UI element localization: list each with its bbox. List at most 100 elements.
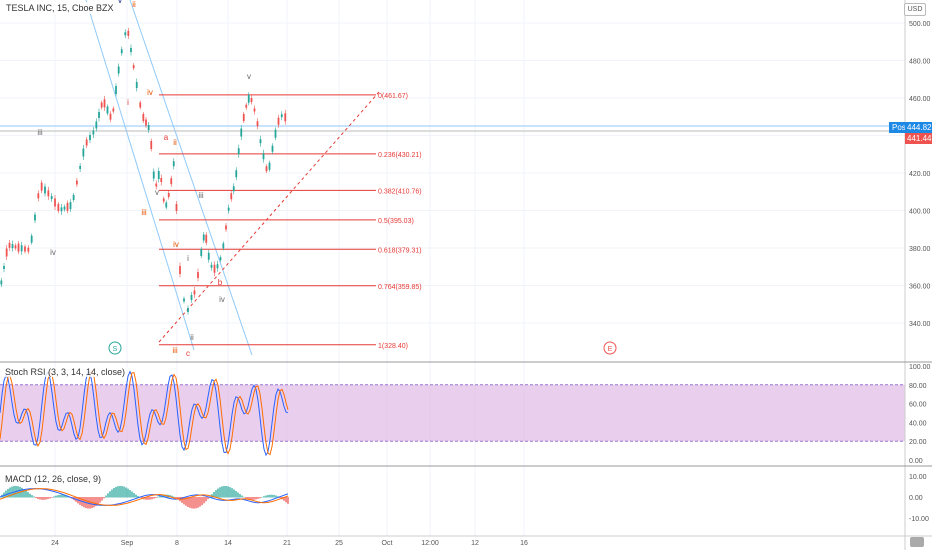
price-candle	[130, 48, 132, 52]
macd-histogram-bar	[113, 488, 115, 498]
price-candle	[152, 171, 155, 179]
macd-histogram-bar	[217, 488, 219, 498]
macd-histogram-bar	[223, 485, 225, 498]
macd-histogram-bar	[25, 490, 27, 498]
price-candle	[24, 246, 26, 252]
macd-histogram-bar	[255, 497, 257, 500]
price-axis-label: 400.00	[909, 209, 931, 216]
macd-histogram-bar	[269, 494, 271, 498]
macd-histogram-bar	[283, 497, 285, 501]
macd-histogram-bar	[65, 495, 67, 498]
price-candle	[162, 198, 165, 202]
macd-histogram-bar	[105, 495, 107, 498]
price-candle	[190, 295, 193, 300]
macd-histogram-bar	[47, 497, 49, 500]
stoch-axis-label: 80.00	[909, 383, 927, 390]
symbol-title[interactable]: TESLA INC, 15, Cboe BZX	[3, 2, 117, 14]
macd-histogram-bar	[197, 497, 199, 508]
wave-label: b	[218, 278, 223, 287]
wave-label: v	[247, 72, 251, 81]
macd-histogram-bar	[159, 495, 161, 498]
price-candle	[284, 113, 287, 122]
wave-label: iii	[37, 128, 43, 137]
wave-label: ii	[190, 333, 194, 342]
price-candle	[75, 180, 78, 185]
price-candle	[205, 234, 208, 243]
price-axis-label: 480.00	[909, 59, 931, 66]
range-marker-label: S	[113, 346, 118, 353]
stoch-axis-label: 0.00	[909, 458, 923, 465]
stoch-axis-label: 20.00	[909, 439, 927, 446]
wave-label: ii	[132, 0, 136, 9]
macd-signal-line	[0, 488, 289, 506]
macd-histogram-bar	[225, 485, 227, 498]
fib-level-label: 0.5(395.03)	[378, 218, 414, 225]
fib-level-label: 1(328.40)	[378, 343, 408, 350]
fib-level-label: 0(461.67)	[378, 93, 408, 100]
macd-histogram-bar	[265, 495, 267, 498]
price-candle	[82, 148, 85, 157]
macd-histogram-bar	[183, 497, 185, 505]
price-candle	[175, 204, 178, 211]
price-candle	[117, 66, 120, 74]
price-axis-label: 380.00	[909, 246, 931, 253]
macd-histogram-bar	[45, 497, 47, 500]
macd-histogram-bar	[221, 486, 223, 498]
price-candle	[200, 249, 203, 256]
macd-histogram-bar	[153, 497, 155, 499]
macd-axis-label: -10.00	[909, 516, 929, 523]
time-axis-label: 24	[51, 540, 59, 547]
macd-histogram-bar	[231, 488, 233, 498]
price-candle	[197, 272, 199, 278]
price-candle	[11, 244, 14, 249]
macd-axis-label: 0.00	[909, 495, 923, 502]
stoch-axis-label: 100.00	[909, 364, 931, 371]
macd-histogram-bar	[151, 497, 153, 500]
macd-histogram-bar	[37, 497, 39, 499]
price-candle	[165, 202, 168, 208]
macd-histogram-bar	[117, 486, 119, 498]
price-candle	[183, 298, 185, 302]
trend-line	[85, 0, 195, 351]
price-candle	[280, 114, 283, 118]
macd-histogram-bar	[285, 497, 287, 503]
macd-histogram-bar	[195, 497, 197, 509]
time-axis-label: 14	[224, 540, 232, 547]
macd-histogram-bar	[199, 497, 201, 507]
macd-histogram-bar	[273, 494, 275, 498]
macd-histogram-bar	[257, 497, 259, 499]
macd-histogram-bar	[145, 497, 147, 500]
macd-histogram-bar	[53, 496, 55, 498]
macd-histogram-bar	[191, 497, 193, 509]
price-candle	[112, 108, 115, 112]
wave-label: i	[127, 98, 129, 107]
macd-histogram-bar	[121, 486, 123, 498]
price-candle	[103, 99, 106, 108]
macd-histogram-bar	[235, 490, 237, 498]
price-candle	[92, 130, 95, 135]
navigation-icon[interactable]	[910, 537, 924, 547]
stoch-rsi-title[interactable]: Stoch RSI (3, 3, 14, 14, close)	[3, 367, 128, 377]
stoch-rsi-pane	[0, 369, 905, 457]
macd-title[interactable]: MACD (12, 26, close, 9)	[3, 474, 104, 484]
price-candle	[222, 243, 225, 249]
macd-histogram-bar	[61, 494, 63, 498]
currency-badge[interactable]: USD	[904, 3, 926, 16]
macd-histogram-bar	[27, 492, 29, 498]
price-candle	[66, 202, 69, 211]
macd-histogram-bar	[97, 497, 99, 505]
price-candle	[106, 106, 109, 114]
price-candle	[170, 178, 173, 185]
macd-histogram-bar	[287, 497, 289, 504]
macd-histogram-bar	[207, 497, 209, 500]
wave-label: a	[164, 133, 169, 142]
time-axis-label: 12:00	[421, 540, 439, 547]
macd-histogram-bar	[185, 497, 187, 506]
macd-histogram-bar	[31, 495, 33, 498]
wave-label: v	[118, 0, 122, 5]
price-candle	[115, 86, 117, 94]
stoch-axis-label: 60.00	[909, 402, 927, 409]
macd-histogram-bar	[181, 497, 183, 503]
